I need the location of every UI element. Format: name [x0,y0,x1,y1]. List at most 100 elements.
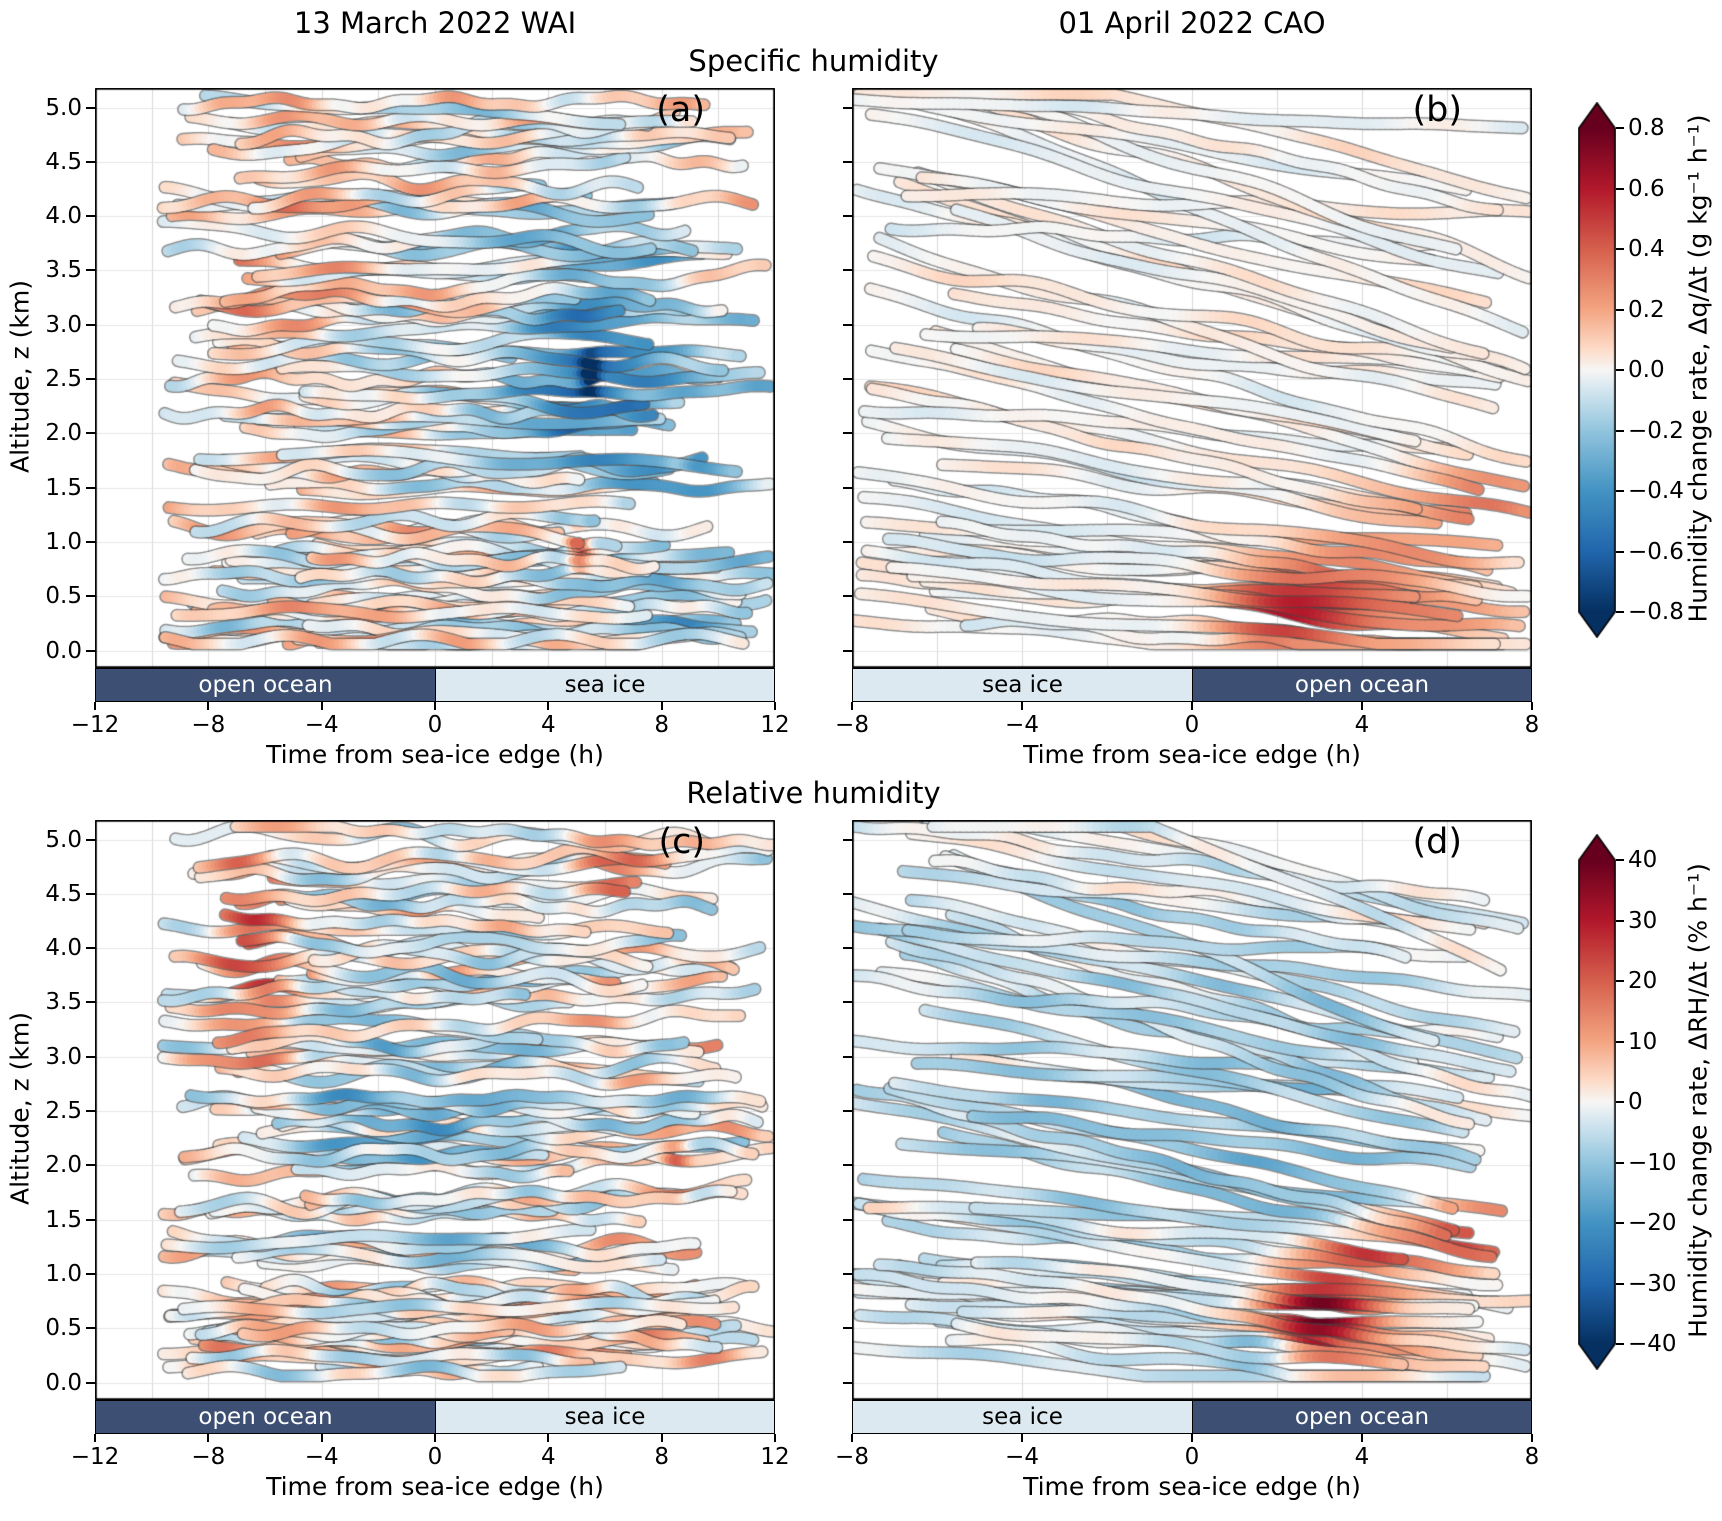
y-tick-mark [86,432,95,435]
colorbar-tick-mark [1616,611,1624,613]
x-tick-label: 0 [427,1444,443,1470]
colorbar-tick-mark [1616,859,1624,861]
x-tick-mark [851,1434,853,1442]
y-tick-label: 3.0 [45,1043,82,1070]
y-tick-mark [843,892,852,895]
colorbar-tick-mark [1616,308,1624,311]
colorbar-q-canvas [1578,102,1616,638]
colorbar-tick-label: −30 [1628,1270,1677,1297]
panel-b-surface-bar: sea ice open ocean [852,668,1532,702]
colorbar-tick-label: 0.2 [1628,296,1665,323]
y-tick-label: 4.0 [45,935,82,962]
panel-c-surface-bar: open ocean sea ice [95,1400,775,1434]
colorbar-tick-label: −0.8 [1628,599,1684,625]
y-tick-mark [843,1218,852,1221]
y-tick-mark [86,1327,95,1330]
x-tick-mark [851,702,853,710]
y-tick-mark [86,323,95,326]
y-tick-mark [86,269,95,272]
colorbar-tick-mark [1616,127,1624,129]
colorbar-tick-mark [1616,1343,1624,1345]
x-tick-mark [774,1434,776,1442]
x-tick-mark [547,1434,550,1442]
colorbar-q-label: Humidity change rate, Δq/Δt (g kg⁻¹ h⁻¹) [1683,114,1713,623]
x-tick-mark [660,702,663,710]
panel-b-letter: (b) [1412,90,1462,130]
colorbar-tick-mark [1616,369,1624,371]
y-tick-label: 1.5 [45,474,82,501]
y-tick-label: 0.5 [45,1315,82,1342]
y-tick-mark [843,378,852,381]
colorbar-tick-mark [1616,248,1624,250]
colorbar-tick-label: 0 [1628,1089,1643,1115]
y-tick-mark [843,595,852,598]
y-tick-label: 4.0 [45,203,82,230]
x-tick-mark [434,702,436,710]
colorbar-tick-mark [1616,1101,1624,1103]
panel-d-plot [852,820,1532,1400]
y-tick-mark [86,541,95,543]
y-tick-mark [86,1273,95,1275]
x-tick-label: 4 [541,1444,556,1470]
y-tick-mark [86,1001,95,1004]
y-tick-label: 3.5 [45,989,82,1016]
surface-band-ocean: open ocean [1192,1401,1531,1433]
colorbar-tick-mark [1616,187,1624,190]
colorbar-tick-mark [1616,1040,1624,1043]
y-tick-label: 2.5 [45,1098,82,1125]
x-tick-mark [1191,702,1193,710]
x-tick-label: 4 [1354,1444,1370,1470]
colorbar-tick-label: −20 [1628,1210,1677,1236]
x-tick-label: −12 [70,712,120,738]
colorbar-tick-label: −10 [1628,1149,1677,1176]
colorbar-tick-label: 40 [1628,847,1658,873]
x-tick-label: 4 [541,712,556,738]
y-tick-mark [843,1055,852,1058]
x-tick-label: −8 [191,1444,226,1470]
y-tick-label: 5.0 [45,94,82,121]
y-tick-mark [843,649,852,652]
x-tick-mark [1531,702,1533,710]
colorbar-tick-label: 0.8 [1628,115,1665,141]
y-tick-mark [843,1273,852,1275]
surface-band-ocean: open ocean [1192,669,1531,701]
y-tick-mark [843,1001,852,1004]
y-tick-mark [843,323,852,326]
y-tick-mark [86,160,95,163]
y-tick-label: 4.5 [45,148,82,175]
column-title-wai: 13 March 2022 WAI [293,6,577,40]
colorbar-tick-mark [1616,429,1624,432]
panel-a: (a) open ocean sea ice [95,88,775,768]
y-tick-mark [86,838,95,841]
x-tick-mark [207,1434,210,1442]
y-tick-label: 1.0 [45,529,82,555]
x-tick-mark [1021,1434,1023,1442]
y-tick-mark [86,378,95,381]
x-tick-label: −8 [191,712,226,738]
surface-band-ocean: open ocean [96,669,435,701]
panel-d: (d) sea ice open ocean [852,820,1532,1500]
colorbar-tick-mark [1616,1161,1624,1164]
y-tick-label: 3.0 [45,311,82,338]
y-tick-mark [86,892,95,895]
colorbar-tick-label: 0.4 [1628,236,1665,262]
y-tick-mark [843,838,852,841]
y-tick-mark [843,947,852,950]
y-tick-label: 1.0 [45,1261,82,1287]
y-tick-mark [86,1381,95,1384]
x-tick-label: 0 [1184,1444,1200,1470]
surface-band-ice: sea ice [435,1401,774,1433]
colorbar-tick-label: −0.6 [1628,538,1684,565]
y-tick-mark [843,541,852,543]
x-tick-label: 0 [1184,712,1200,738]
x-tick-label: 0 [427,712,443,738]
y-tick-mark [86,486,95,489]
colorbar-tick-label: 0.6 [1628,175,1665,202]
x-axis-label-c: Time from sea-ice edge (h) [266,1472,604,1501]
x-tick-mark [547,702,550,710]
y-tick-mark [843,215,852,218]
colorbar-tick-mark [1616,490,1624,492]
x-tick-label: −4 [1005,1444,1039,1470]
y-tick-mark [843,1327,852,1330]
panel-d-surface-bar: sea ice open ocean [852,1400,1532,1434]
